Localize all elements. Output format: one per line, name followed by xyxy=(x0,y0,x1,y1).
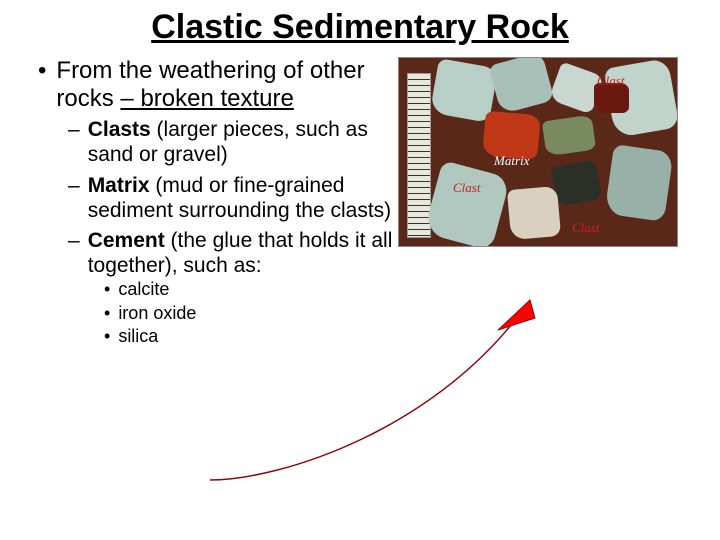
cement-type: silica xyxy=(104,325,398,348)
clast-shape xyxy=(488,57,554,114)
sub-bullet-matrix: Matrix (mud or fine-grained sediment sur… xyxy=(68,173,398,223)
rock-image: Pamela Gore 1997 ClastMatrixClastClast xyxy=(398,57,678,247)
image-panel: Pamela Gore 1997 ClastMatrixClastClast xyxy=(398,57,698,348)
ruler-icon xyxy=(407,73,431,238)
term-matrix: Matrix xyxy=(88,174,150,197)
image-label-clast2: Clast xyxy=(453,180,480,196)
cement-silica: silica xyxy=(118,325,158,348)
clast-shape xyxy=(423,160,510,247)
bullet-list: From the weathering of other rocks – bro… xyxy=(18,57,398,348)
clast-shape xyxy=(604,144,673,222)
sub-bullet-cement: Cement (the glue that holds it all toget… xyxy=(68,228,398,278)
main-bullet: From the weathering of other rocks – bro… xyxy=(38,57,398,112)
clast-shape xyxy=(550,159,602,207)
image-label-matrix: Matrix xyxy=(494,153,529,169)
cement-type: iron oxide xyxy=(104,302,398,325)
cement-iron-oxide: iron oxide xyxy=(118,302,196,325)
main-bullet-underlined: – broken texture xyxy=(120,85,293,112)
clast-shape xyxy=(507,186,561,240)
sub-bullet-clasts: Clasts (larger pieces, such as sand or g… xyxy=(68,117,398,167)
page-title: Clastic Sedimentary Rock xyxy=(0,0,720,57)
image-label-clast3: Clast xyxy=(572,220,599,236)
clast-shape xyxy=(542,115,596,157)
term-clasts: Clasts xyxy=(88,118,151,141)
cement-type: calcite xyxy=(104,278,398,301)
cement-calcite: calcite xyxy=(118,278,169,301)
image-label-clast1: Clast xyxy=(597,73,624,89)
term-cement: Cement xyxy=(88,229,165,252)
content-area: From the weathering of other rocks – bro… xyxy=(0,57,720,348)
